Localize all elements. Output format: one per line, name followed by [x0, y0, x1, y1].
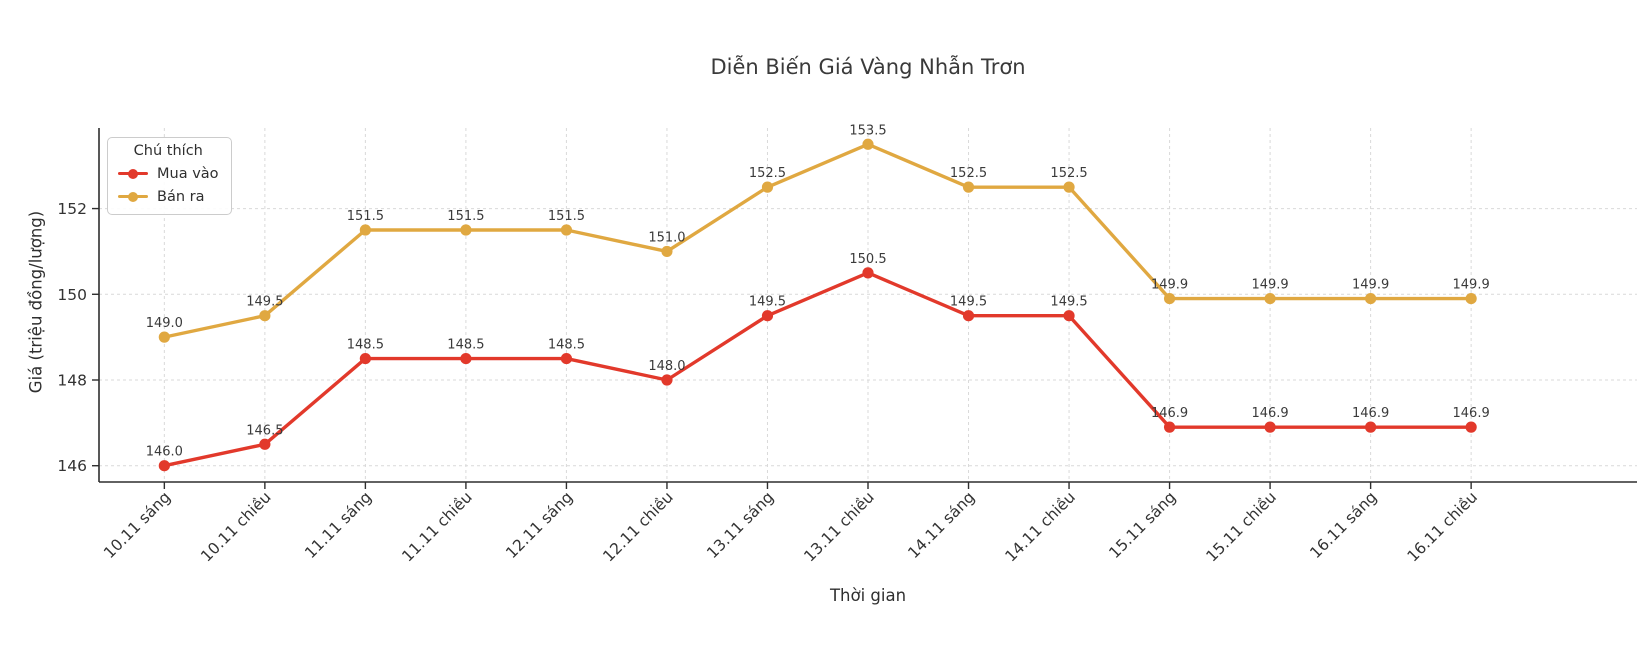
data-point-label: 153.5: [849, 123, 886, 138]
x-tick-label: 11.11 chiều: [398, 488, 475, 565]
data-point-label: 152.5: [1050, 166, 1087, 181]
data-point-marker: [661, 374, 673, 386]
series-line-ban-ra: [162, 142, 1473, 339]
data-point-marker: [560, 352, 573, 365]
data-point-label: 150.5: [849, 252, 886, 267]
x-tick-label: 14.11 sáng: [904, 488, 978, 562]
data-point-marker: [1163, 421, 1176, 433]
legend-entry-ban-ra: Bán ra: [118, 185, 219, 208]
x-tick-label: 15.11 chiều: [1203, 488, 1280, 565]
x-tick-label: 12.11 sáng: [502, 488, 576, 562]
x-tick-label: 13.11 chiều: [801, 488, 878, 565]
x-tick-label: 11.11 sáng: [301, 488, 375, 562]
data-point-marker: [1465, 421, 1477, 433]
x-axis-label: Thời gian: [829, 586, 907, 605]
legend-title: Chú thích: [133, 143, 203, 159]
legend-line-dot-marker-red: [118, 168, 148, 180]
data-point-marker: [560, 224, 573, 236]
data-point-label: 148.5: [548, 338, 585, 353]
x-tick-label: 16.11 sáng: [1307, 488, 1381, 562]
x-tick-label: 15.11 sáng: [1105, 488, 1179, 562]
x-tick-label: 16.11 chiều: [1404, 488, 1481, 565]
data-point-marker: [359, 224, 371, 236]
data-point-label: 146.0: [146, 445, 183, 460]
data-point-label: 149.9: [1151, 278, 1188, 293]
data-point-marker: [661, 245, 673, 258]
legend: Chú thích Mua vào Bán ra: [107, 137, 232, 215]
data-point-marker: [1264, 292, 1276, 305]
x-tick-label: 14.11 chiều: [1002, 488, 1079, 565]
data-point-label: 146.9: [1151, 406, 1188, 421]
data-point-marker: [862, 267, 874, 279]
data-point-marker: [1063, 310, 1075, 322]
data-point-label: 151.5: [447, 209, 484, 224]
y-tick-label: 152: [57, 200, 87, 218]
data-point-label: 146.9: [1251, 406, 1288, 421]
legend-entry-label: Mua vào: [157, 165, 219, 182]
data-point-marker: [1264, 421, 1276, 433]
x-tick-label: 12.11 chiều: [599, 488, 676, 565]
data-point-label: 148.5: [447, 338, 484, 353]
data-point-label: 152.5: [749, 166, 786, 181]
data-point-label: 149.9: [1251, 278, 1288, 293]
x-tick-label: 10.11 chiều: [197, 488, 274, 565]
data-point-label: 148.5: [347, 338, 384, 353]
data-point-label: 149.5: [950, 295, 987, 310]
data-point-marker: [158, 460, 170, 472]
data-point-label: 149.5: [246, 295, 283, 310]
y-tick-label: 148: [57, 372, 87, 390]
data-point-label: 149.5: [749, 295, 786, 310]
data-point-marker: [359, 352, 371, 365]
data-point-label: 149.9: [1453, 278, 1490, 293]
y-tick-label: 150: [57, 286, 87, 304]
series-line-mua-vao: [162, 271, 1473, 468]
data-point-marker: [158, 331, 170, 343]
data-point-label: 149.9: [1352, 278, 1389, 293]
data-point-marker: [761, 181, 774, 193]
data-point-marker: [1063, 181, 1075, 193]
x-tick-label: 10.11 sáng: [100, 488, 174, 562]
data-point-label: 152.5: [950, 166, 987, 181]
data-point-marker: [962, 310, 975, 322]
legend-entry-mua-vao: Mua vào: [118, 162, 219, 185]
data-point-marker: [460, 352, 472, 365]
x-tick-label: 13.11 sáng: [703, 488, 777, 562]
legend-line-dot-marker-gold: [118, 191, 148, 203]
data-point-marker: [1365, 292, 1377, 305]
data-point-marker: [259, 310, 271, 322]
data-point-label: 149.0: [146, 316, 183, 331]
data-point-marker: [1465, 292, 1477, 305]
data-point-label: 146.9: [1453, 406, 1490, 421]
data-point-marker: [862, 138, 874, 150]
data-point-label: 148.0: [648, 359, 685, 374]
data-point-label: 151.5: [347, 209, 384, 224]
data-point-marker: [962, 181, 975, 193]
data-point-label: 151.0: [648, 230, 685, 245]
data-point-label: 146.9: [1352, 406, 1389, 421]
data-point-marker: [1365, 421, 1377, 433]
data-point-marker: [761, 310, 774, 322]
data-point-marker: [259, 438, 271, 450]
chart-title: Diễn Biến Giá Vàng Nhẫn Trơn: [710, 55, 1026, 79]
data-point-label: 149.5: [1050, 295, 1087, 310]
data-point-label: 146.5: [246, 423, 283, 438]
y-tick-label: 146: [57, 457, 87, 475]
legend-entry-label: Bán ra: [157, 188, 205, 205]
data-point-label: 151.5: [548, 209, 585, 224]
data-point-marker: [1163, 292, 1176, 305]
data-point-marker: [460, 224, 472, 236]
